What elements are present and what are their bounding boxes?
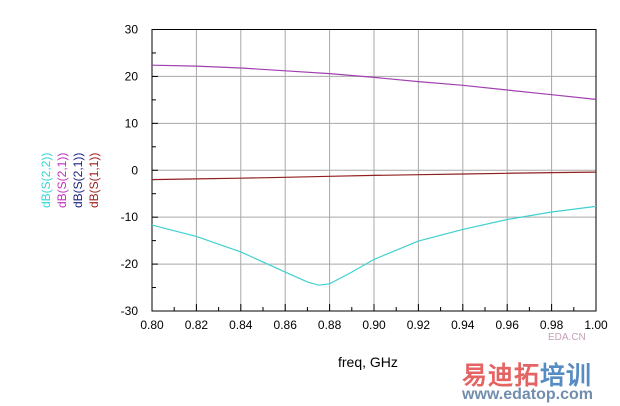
- y-tick-label: 20: [125, 69, 139, 83]
- x-tick-label: 0.82: [185, 318, 209, 332]
- x-tick-label: 0.92: [407, 318, 431, 332]
- y-tick-label: -30: [121, 304, 139, 318]
- x-tick-label: 1.00: [584, 318, 608, 332]
- x-axis-label: freq, GHz: [338, 354, 398, 370]
- y-tick-label: -20: [121, 257, 139, 271]
- y-tick-label: -10: [121, 210, 139, 224]
- x-tick-label: 0.98: [540, 318, 564, 332]
- x-tick-label: 0.90: [362, 318, 386, 332]
- watermark-logo: 易迪拓培训: [462, 362, 593, 390]
- x-tick-label: 0.86: [274, 318, 298, 332]
- x-tick-label: 0.88: [318, 318, 342, 332]
- series-line-dbs21: [151, 64, 597, 100]
- x-tick-label: 0.94: [451, 318, 475, 332]
- legend-entry: dB(S(2,1)): [55, 153, 69, 208]
- watermark-url: www.edatop.com: [462, 386, 593, 403]
- y-tick-label: 10: [125, 116, 139, 130]
- legend-entry: dB(S(2,1)): [71, 153, 85, 208]
- series-line-dbs22: [151, 205, 597, 286]
- y-tick-label: 30: [125, 23, 139, 37]
- legend-entry: dB(S(2,2)): [39, 153, 53, 208]
- series-line-dbs11: [151, 171, 597, 181]
- legend-entry: dB(S(1,1)): [87, 153, 101, 208]
- x-tick-label: 0.96: [496, 318, 520, 332]
- x-tick-label: 0.84: [229, 318, 253, 332]
- watermark-small: EDA.CN: [548, 332, 586, 343]
- y-tick-label: 0: [131, 163, 138, 177]
- x-tick-label: 0.80: [140, 318, 164, 332]
